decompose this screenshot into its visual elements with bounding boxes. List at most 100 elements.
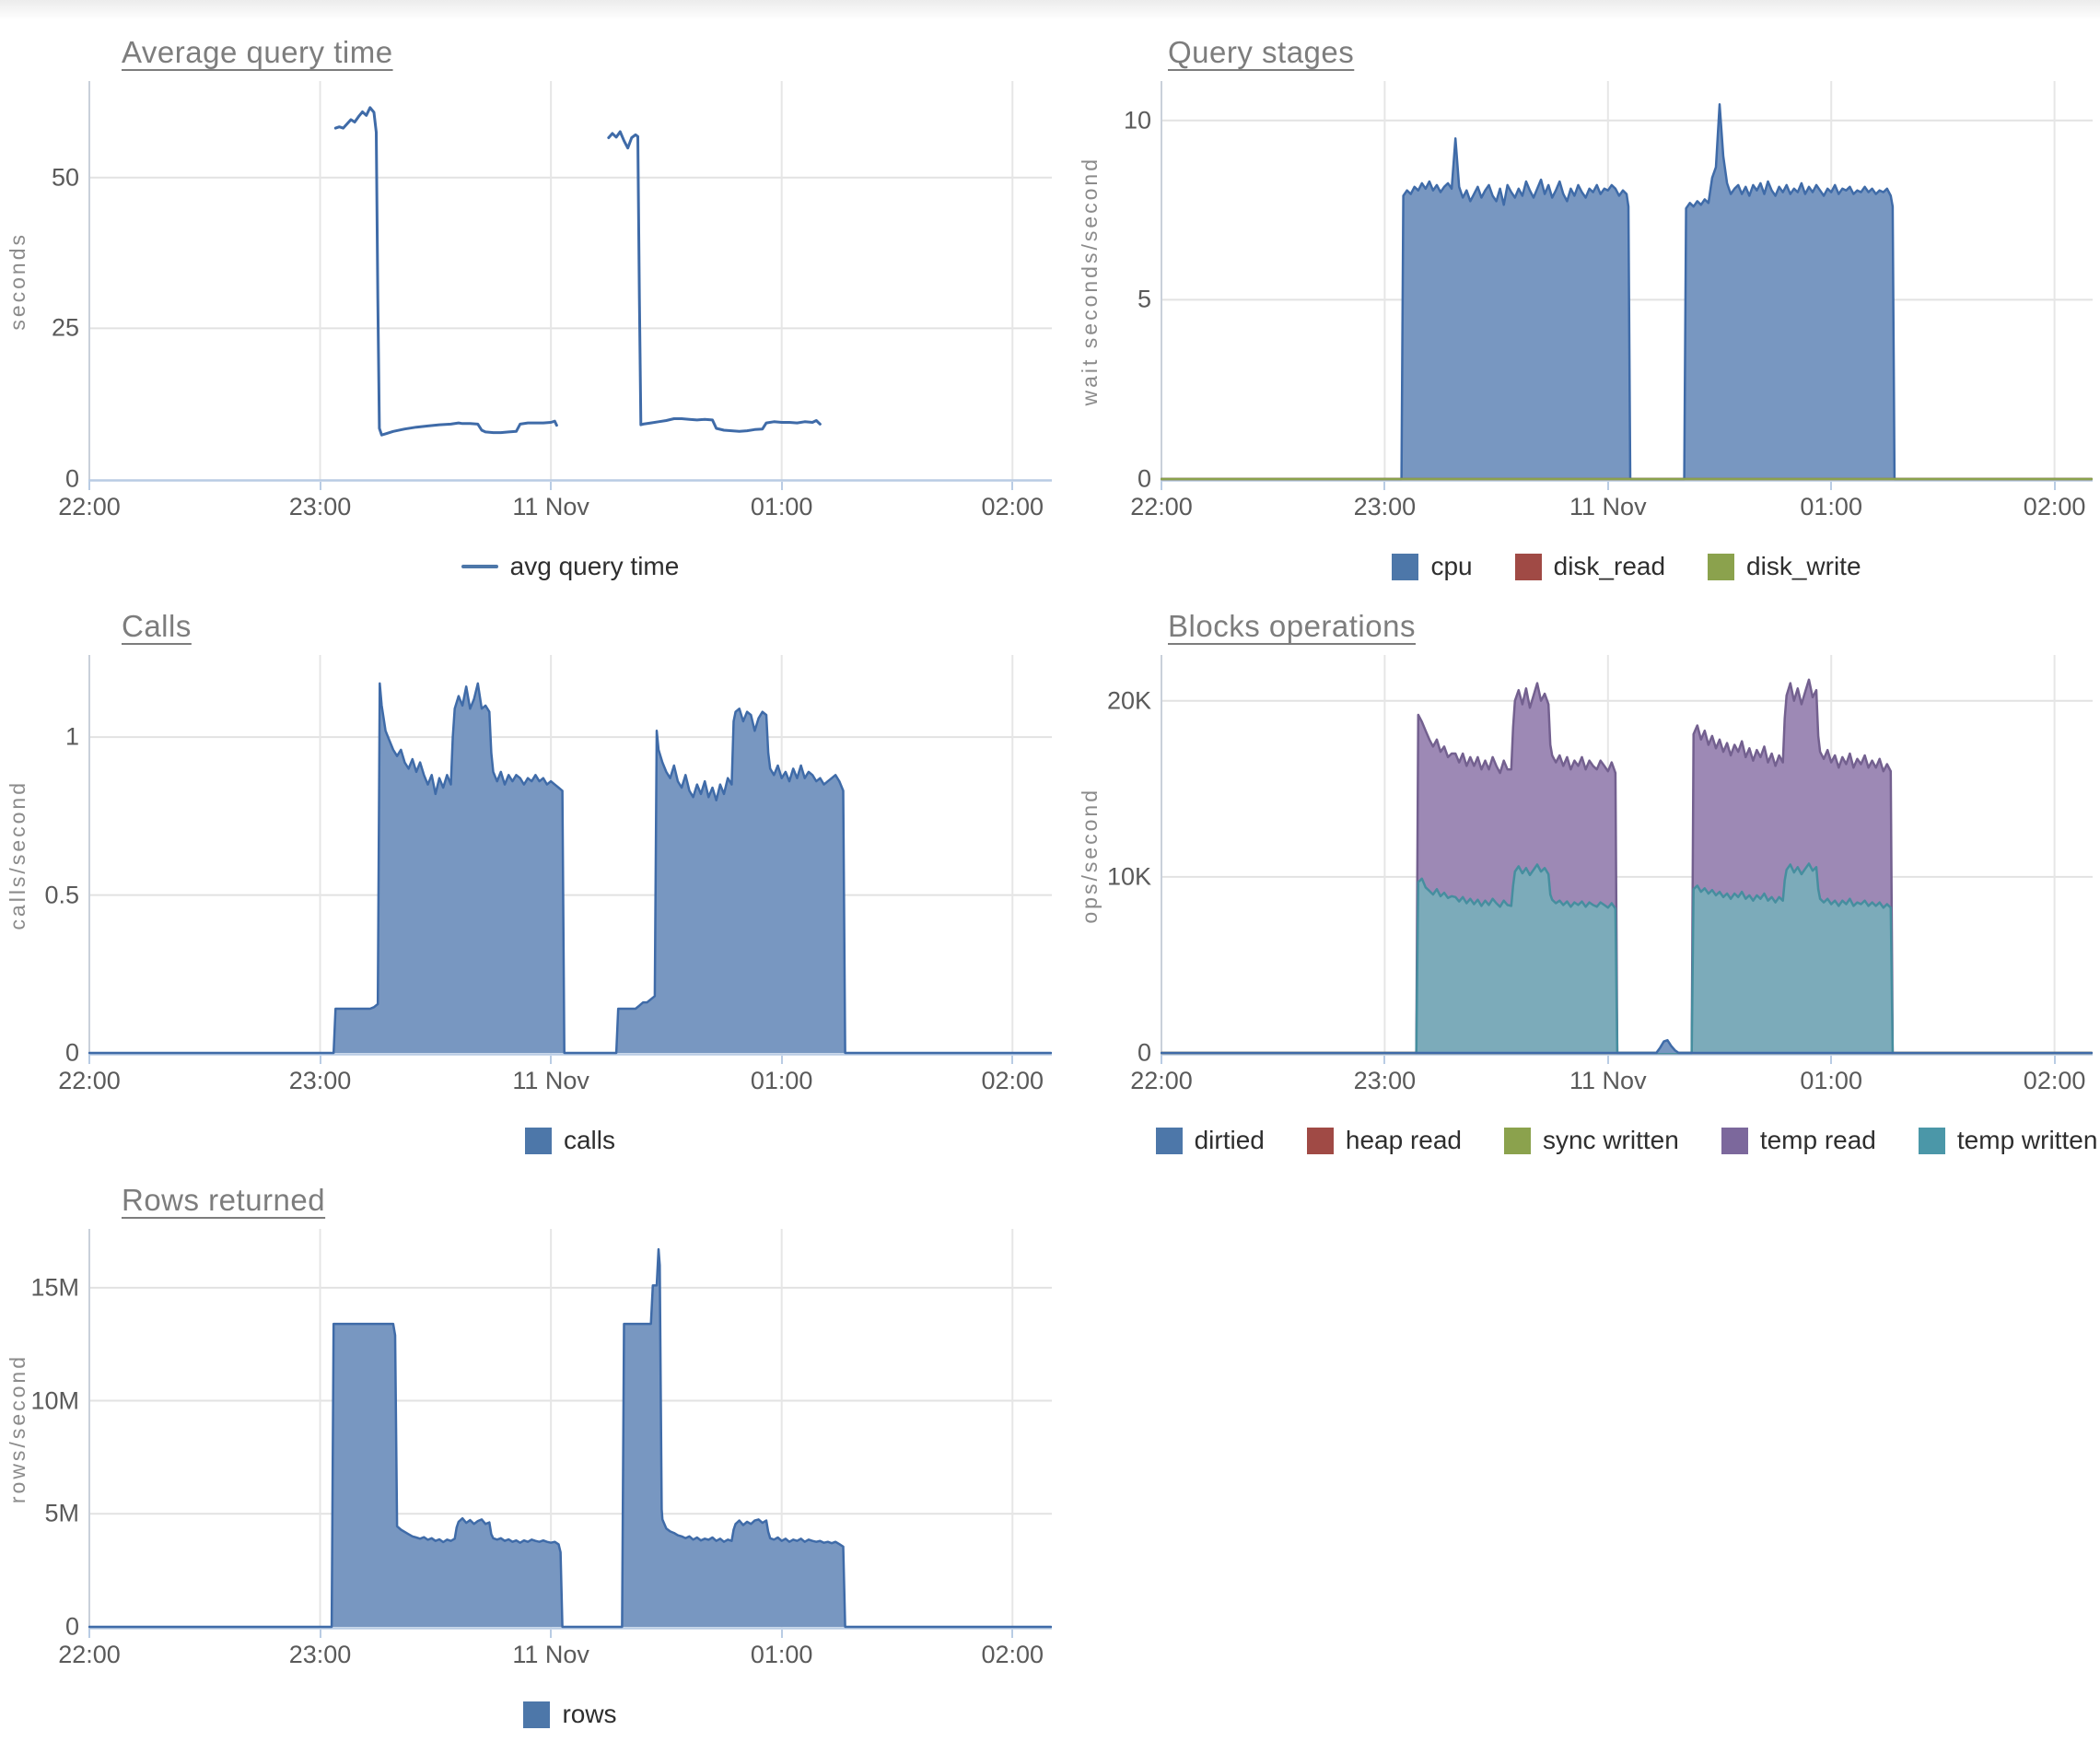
legend-item-rows[interactable]: rows (523, 1700, 617, 1729)
x-tick-label: 22:00 (1130, 1067, 1193, 1094)
y-axis-label-column: calls/second (0, 655, 35, 1056)
series-area-cpu (1161, 104, 2092, 480)
y-tick-label: 10 (1123, 106, 1151, 134)
x-tick-mark (1011, 482, 1014, 490)
legend-label: disk_read (1553, 552, 1666, 580)
x-tick-mark (1606, 1056, 1609, 1064)
y-tick-label: 0 (64, 1612, 79, 1641)
legend-swatch (1721, 1127, 1748, 1154)
chart-canvas (88, 1229, 1052, 1630)
x-tick-mark (1383, 1056, 1386, 1064)
x-tick-label: 11 Nov (512, 1067, 589, 1094)
plot-area[interactable] (1161, 655, 2093, 1056)
legend-item-heap-read[interactable]: heap read (1306, 1126, 1462, 1155)
x-tick-mark (88, 1056, 90, 1064)
legend-item-dirtied[interactable]: dirtied (1155, 1126, 1265, 1155)
plot-column: 22:00 23:00 11 Nov 01:00 02:00 cpu disk_read d… (1130, 81, 2100, 585)
legend-item-cpu[interactable]: cpu (1392, 552, 1473, 581)
x-tick-mark (1011, 1056, 1014, 1064)
legend-item-calls[interactable]: calls (524, 1126, 615, 1155)
x-tick-mark (550, 1630, 553, 1638)
x-tick-label: 01:00 (750, 493, 813, 520)
legend: calls (88, 1122, 1052, 1159)
legend-label: temp read (1759, 1126, 1876, 1154)
legend-label: avg query time (509, 552, 680, 580)
y-axis-ticks: 0 10K 20K (1107, 655, 1161, 1066)
y-axis-label-column: wait seconds/second (1072, 81, 1107, 482)
x-tick-label: 01:00 (1800, 493, 1862, 520)
x-tick-mark (2053, 482, 2056, 490)
chart-canvas (1161, 655, 2093, 1056)
x-tick-mark (2053, 1056, 2056, 1064)
x-tick-label: 02:00 (981, 493, 1044, 520)
x-tick-label: 01:00 (1800, 1067, 1862, 1094)
x-tick-label: 02:00 (2023, 493, 2086, 520)
chart-average-query-time: Average query time seconds 0 25 50 22:00 23… (0, 20, 1059, 585)
plot-column: 22:00 23:00 11 Nov 01:00 02:00 avg query tim… (58, 81, 1059, 585)
legend: avg query time (88, 548, 1052, 585)
legend-swatch (1503, 1127, 1531, 1154)
x-axis-ticks: 22:00 23:00 11 Nov 01:00 02:00 (1130, 1056, 2093, 1100)
legend-label: calls (563, 1126, 615, 1154)
x-tick-mark (780, 1630, 783, 1638)
y-tick-label: 5M (44, 1499, 79, 1527)
x-tick-label: 23:00 (288, 493, 352, 520)
x-tick-mark (780, 1056, 783, 1064)
x-tick-label: 01:00 (750, 1067, 813, 1094)
legend-item-temp-written[interactable]: temp written (1918, 1126, 2098, 1155)
x-tick-label: 02:00 (981, 1641, 1044, 1668)
y-axis-label-column: ops/second (1072, 655, 1107, 1056)
plot-area[interactable] (88, 1229, 1052, 1630)
chart-body: rows/second 0 5M 10M 15M 22:00 23:00 11 Nov 01… (0, 1229, 1059, 1733)
chart-body: wait seconds/second 0 5 10 22:00 23:00 11 No… (1072, 81, 2100, 585)
series-line-avg-query-time (333, 106, 558, 437)
legend-label: disk_write (1746, 552, 1861, 580)
chart-title: Rows returned (122, 1183, 326, 1217)
plot-column: 22:00 23:00 11 Nov 01:00 02:00 dirtied heap r… (1130, 655, 2100, 1159)
series-line-avg-query-time (607, 130, 822, 433)
legend-swatch (1392, 553, 1419, 580)
legend-label: sync written (1542, 1126, 1679, 1154)
series-line-rows (88, 1247, 1052, 1629)
page-top-strip (0, 0, 2100, 20)
y-tick-label: 0 (1137, 464, 1151, 493)
plot-column: 22:00 23:00 11 Nov 01:00 02:00 calls (58, 655, 1059, 1159)
y-tick-label: 25 (51, 313, 79, 342)
x-tick-label: 23:00 (1353, 493, 1417, 520)
y-axis-label: calls/second (5, 780, 29, 930)
chart-canvas (88, 81, 1052, 482)
legend-item-avg-query-time[interactable]: avg query time (461, 552, 680, 581)
plot-area[interactable] (88, 655, 1052, 1056)
legend-item-disk-read[interactable]: disk_read (1514, 552, 1666, 581)
y-axis-label: rows/second (5, 1354, 29, 1504)
y-axis-ticks: 0 25 50 (35, 81, 88, 492)
legend-swatch (461, 565, 498, 568)
x-tick-label: 11 Nov (1569, 493, 1647, 520)
series-line-dirtied (1161, 1038, 2093, 1055)
y-tick-label: 5 (1137, 285, 1151, 313)
x-tick-label: 11 Nov (1569, 1067, 1647, 1094)
legend: cpu disk_read disk_write (1161, 548, 2093, 585)
chart-body: calls/second 0 0.5 1 22:00 23:00 11 Nov 01:00… (0, 655, 1059, 1159)
y-axis-label: wait seconds/second (1077, 157, 1102, 406)
y-tick-label: 10M (30, 1386, 79, 1415)
y-tick-label: 0 (64, 1038, 79, 1067)
x-tick-mark (319, 1056, 321, 1064)
legend-swatch (1155, 1127, 1183, 1154)
legend-label: rows (562, 1700, 617, 1728)
legend-label: temp written (1956, 1126, 2098, 1154)
legend-label: dirtied (1194, 1126, 1265, 1154)
chart-canvas (88, 655, 1052, 1056)
legend-item-sync-written[interactable]: sync written (1503, 1126, 1679, 1155)
y-axis-ticks: 0 5M 10M 15M (30, 1229, 88, 1640)
x-tick-mark (1606, 482, 1609, 490)
legend-item-temp-read[interactable]: temp read (1721, 1126, 1876, 1155)
legend-item-disk-write[interactable]: disk_write (1708, 552, 1861, 581)
x-tick-label: 01:00 (750, 1641, 813, 1668)
legend: rows (88, 1696, 1052, 1733)
plot-area[interactable] (88, 81, 1052, 482)
chart-title: Calls (122, 609, 192, 643)
y-tick-label: 0 (64, 464, 79, 493)
y-tick-label: 1 (64, 722, 79, 751)
plot-area[interactable] (1161, 81, 2093, 482)
